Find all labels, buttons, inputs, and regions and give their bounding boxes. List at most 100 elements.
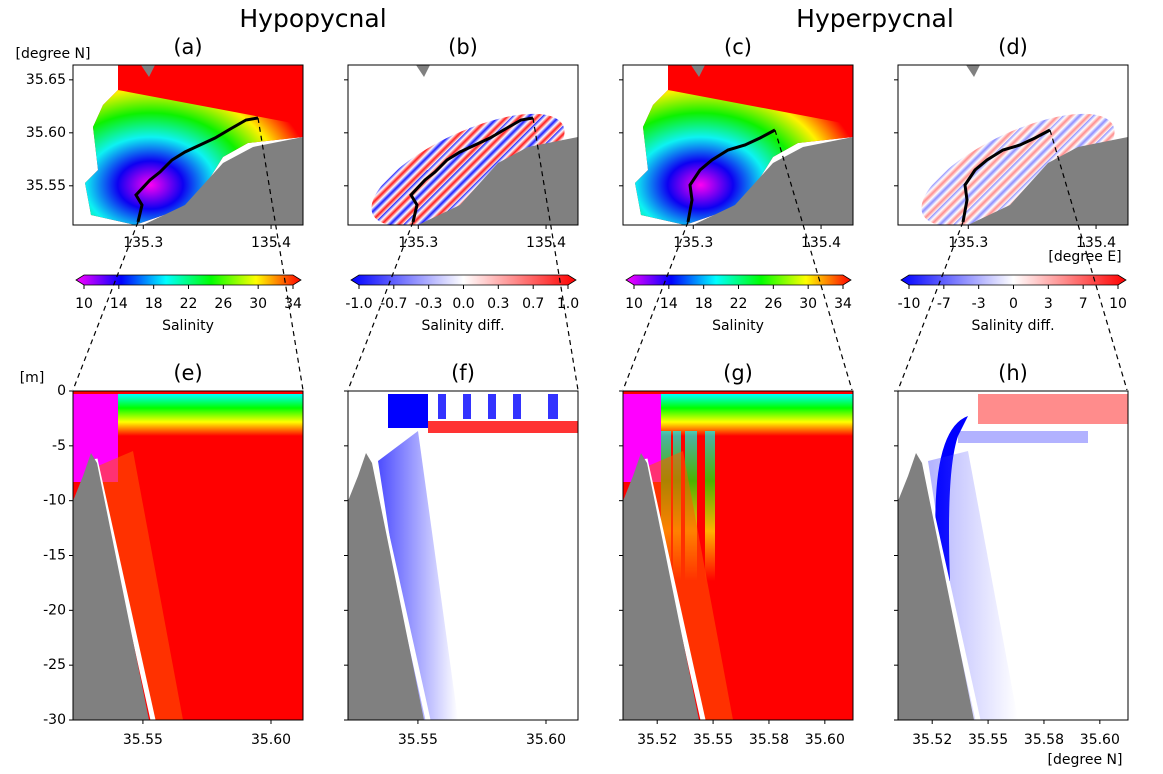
colorbar — [900, 274, 1127, 286]
field-shape — [513, 394, 521, 419]
panel-frame — [72, 64, 304, 226]
transects — [72, 116, 1128, 391]
field-shape — [548, 394, 558, 419]
y-tick-label: 35.60 — [26, 125, 66, 141]
panel-title: (a) — [173, 35, 202, 59]
heading: Hyperpycnal — [796, 4, 954, 33]
y-tick-label: -20 — [43, 602, 66, 618]
guide-line — [347, 221, 414, 391]
axis-unit: [m] — [20, 370, 45, 386]
transect — [961, 128, 1051, 223]
colorbar-tick-label: -0.7 — [380, 296, 407, 312]
colorbar-tick-label: 26 — [764, 296, 782, 312]
colorbar-tick-label: 0.3 — [487, 296, 509, 312]
colorbar-tick-label: -0.3 — [415, 296, 442, 312]
panel-field — [73, 65, 303, 225]
field-shape — [921, 113, 1115, 225]
panel-title: (b) — [448, 35, 478, 59]
x-tick-label: 35.60 — [1080, 732, 1120, 748]
field-shape — [928, 451, 1018, 720]
x-tick-label: 135.3 — [398, 235, 438, 251]
x-tick-label: 135.3 — [123, 235, 163, 251]
x-tick-label: 135.3 — [948, 235, 988, 251]
colorbar-label: Salinity — [712, 318, 764, 334]
colorbar — [625, 274, 852, 286]
panel-field — [898, 391, 1128, 720]
panel-field — [348, 65, 578, 225]
guide-line — [257, 117, 304, 391]
x-tick-label: 35.60 — [526, 732, 566, 748]
y-tick-label: -10 — [43, 493, 66, 509]
x-tick-label: 35.58 — [1024, 732, 1064, 748]
field-shape — [428, 421, 578, 433]
colorbar-tick-label: 0 — [1009, 296, 1018, 312]
guide-line — [774, 129, 853, 391]
field-shape — [388, 394, 428, 428]
x-tick-label: 135.4 — [801, 235, 841, 251]
field-shape — [438, 394, 446, 419]
guide-line — [622, 221, 689, 391]
colorbar-tick-label: 3 — [1044, 296, 1053, 312]
field-shape — [978, 394, 1128, 424]
panel-title: (g) — [723, 361, 753, 385]
colorbar-tick-label: -7 — [937, 296, 951, 312]
x-tick-label: 35.55 — [123, 732, 163, 748]
axis-unit: [degree N] — [1048, 752, 1123, 768]
colorbar-tick-label: 10 — [625, 296, 643, 312]
panel-field — [623, 391, 853, 720]
field-shape — [98, 451, 183, 720]
colorbar-tick-label: 0.7 — [522, 296, 544, 312]
field-shape — [968, 137, 1128, 225]
field-shape — [85, 65, 303, 225]
colorbar — [75, 274, 302, 286]
x-tick-label: 35.52 — [637, 732, 677, 748]
y-tick-label: 35.65 — [26, 72, 66, 88]
guide-line — [897, 221, 964, 391]
x-tick-label: 135.4 — [251, 235, 291, 251]
field-shape — [378, 431, 458, 720]
colorbar-label: Salinity diff. — [421, 318, 504, 334]
field-shape — [488, 394, 496, 419]
panel-field — [348, 391, 578, 720]
y-tick-label: -15 — [43, 548, 66, 564]
field-shape — [371, 113, 565, 225]
guide-line — [1049, 129, 1128, 391]
colorbar-tick-label: 30 — [799, 296, 817, 312]
panel-title: (c) — [724, 35, 752, 59]
colorbar-tick-label: 26 — [214, 296, 232, 312]
x-tick-label: 35.58 — [749, 732, 789, 748]
colorbar-tick-label: -10 — [898, 296, 921, 312]
field-shape — [73, 453, 149, 720]
panel-title: (f) — [451, 361, 475, 385]
field-shape — [705, 431, 715, 581]
y-tick-label: 0 — [57, 383, 66, 399]
panel-field — [898, 65, 1128, 225]
x-tick-label: 35.60 — [251, 732, 291, 748]
colorbar-tick-label: 14 — [660, 296, 678, 312]
field-shape — [648, 451, 733, 720]
colorbar-tick-label: 7 — [1079, 296, 1088, 312]
colorbar-tick-label: 22 — [730, 296, 748, 312]
panel-field — [73, 391, 303, 720]
panel-frame — [622, 64, 854, 226]
field-shape — [693, 137, 853, 225]
field-shape — [141, 65, 155, 77]
colorbar-label: Salinity — [162, 318, 214, 334]
field-shape — [898, 453, 974, 720]
colorbar-label: Salinity diff. — [971, 318, 1054, 334]
colorbar-tick-label: 10 — [75, 296, 93, 312]
field-shape — [348, 453, 424, 720]
x-tick-label: 35.60 — [805, 732, 845, 748]
field-shape — [418, 137, 578, 225]
panel-title: (d) — [998, 35, 1028, 59]
transect — [686, 128, 776, 223]
field-shape — [416, 65, 430, 77]
guide-lines — [72, 117, 1128, 391]
field-shape — [691, 65, 705, 77]
field-shape — [143, 137, 303, 225]
panel-title: (e) — [173, 361, 202, 385]
field-shape — [623, 394, 853, 436]
colorbar-tick-label: 18 — [695, 296, 713, 312]
colorbar — [350, 274, 577, 286]
